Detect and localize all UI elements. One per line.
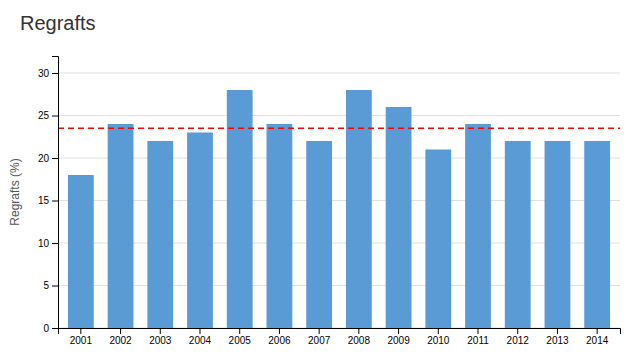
bar [505, 141, 531, 328]
y-tick: 0 [43, 323, 58, 334]
x-tick-mark [398, 328, 399, 334]
y-tick-mark [52, 243, 58, 244]
bar [227, 90, 253, 328]
x-tick: 2002 [109, 328, 132, 346]
x-tick-label: 2007 [308, 335, 331, 346]
x-axis: 2001 2002 2003 2004 2005 2006 2007 2008 2009 2010… [59, 328, 621, 346]
x-tick-label: 2006 [268, 335, 291, 346]
x-tick: 2010 [427, 328, 450, 346]
x-tick-label: 2009 [387, 335, 410, 346]
x-tick-mark [358, 328, 359, 334]
y-tick: 5 [43, 280, 58, 291]
x-tick: 2011 [467, 328, 489, 346]
bar [386, 107, 412, 328]
x-tick: 2014 [586, 328, 609, 346]
y-axis: 0 5 10 15 20 25 30 [38, 57, 59, 334]
x-tick: 2003 [149, 328, 172, 346]
y-tick: 30 [38, 68, 58, 79]
grid-line [58, 200, 620, 201]
grid-line [58, 243, 620, 244]
bar [425, 150, 451, 329]
x-tick-label: 2011 [467, 335, 489, 346]
grid [58, 73, 620, 328]
x-tick-mark [80, 328, 81, 334]
bar [465, 124, 491, 328]
bar [267, 124, 293, 328]
chart-title: Regrafts [20, 12, 96, 34]
x-tick-label: 2002 [109, 335, 132, 346]
plot: 2001200220032004200520062007200820092010… [38, 57, 621, 347]
x-tick-mark [319, 328, 320, 334]
x-tick: 2012 [507, 328, 530, 346]
y-tick: 15 [38, 195, 58, 206]
x-tick-label: 2008 [348, 335, 371, 346]
y-tick-mark [52, 328, 58, 329]
y-axis-line [52, 57, 59, 329]
y-tick-mark [52, 116, 58, 117]
x-tick-mark [279, 328, 280, 334]
x-tick-label: 2013 [546, 335, 569, 346]
y-tick-label: 25 [38, 110, 50, 121]
y-tick-mark [52, 286, 58, 287]
x-tick: 2008 [348, 328, 371, 346]
x-tick-label: 2003 [149, 335, 172, 346]
y-tick-label: 5 [43, 280, 49, 291]
x-tick-label: 2001 [70, 335, 93, 346]
x-tick: 2013 [546, 328, 569, 346]
chart-container: 2001200220032004200520062007200820092010… [0, 0, 640, 360]
bar [545, 141, 571, 328]
reference-line [58, 128, 620, 130]
x-tick-mark [478, 328, 479, 334]
y-tick-label: 15 [38, 195, 50, 206]
x-tick-mark [438, 328, 439, 334]
grid-line [58, 158, 620, 159]
bar [346, 90, 372, 328]
x-tick-label: 2014 [586, 335, 609, 346]
x-tick-label: 2012 [507, 335, 530, 346]
y-tick-label: 20 [38, 153, 50, 164]
x-tick-label: 2010 [427, 335, 450, 346]
x-tick-mark [160, 328, 161, 334]
y-tick-label: 30 [38, 68, 50, 79]
y-tick: 25 [38, 110, 58, 121]
grid-line [58, 73, 620, 74]
y-tick: 20 [38, 153, 58, 164]
y-tick-label: 10 [38, 238, 50, 249]
bar [108, 124, 134, 328]
x-tick: 2006 [268, 328, 291, 346]
x-tick: 2009 [387, 328, 410, 346]
x-tick-mark [557, 328, 558, 334]
grid-line [58, 115, 620, 116]
x-tick-mark [517, 328, 518, 334]
x-axis-line [59, 329, 621, 335]
x-tick-mark [239, 328, 240, 334]
bar [68, 175, 94, 328]
grid-line [58, 285, 620, 286]
bar [306, 141, 332, 328]
y-tick-mark [52, 201, 58, 202]
bar [584, 141, 610, 328]
x-tick-label: 2004 [189, 335, 212, 346]
y-tick: 10 [38, 238, 58, 249]
y-tick-mark [52, 73, 58, 74]
y-tick-mark [52, 158, 58, 159]
x-tick: 2007 [308, 328, 331, 346]
y-tick-label: 0 [43, 323, 49, 334]
x-tick-mark [597, 328, 598, 334]
x-tick: 2004 [189, 328, 212, 346]
x-tick: 2001 [70, 328, 93, 346]
chart-svg: 2001200220032004200520062007200820092010… [0, 0, 640, 360]
marks [58, 90, 620, 328]
x-tick-label: 2005 [229, 335, 252, 346]
x-tick-mark [199, 328, 200, 334]
y-axis-title: Regrafts (%) [8, 158, 22, 225]
x-tick-mark [120, 328, 121, 334]
bar [147, 141, 173, 328]
x-tick: 2005 [229, 328, 252, 346]
bar [187, 133, 213, 329]
